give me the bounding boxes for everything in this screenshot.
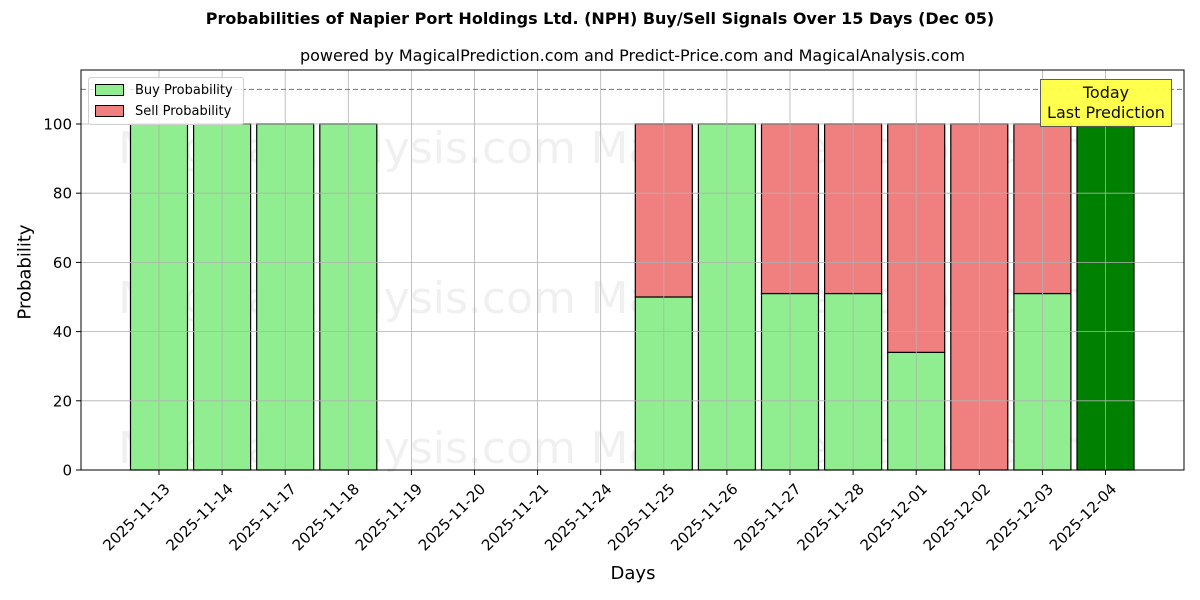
sell-swatch-icon	[95, 105, 124, 117]
x-axis-label: Days	[610, 563, 656, 584]
x-tick-label: 2025-11-13	[99, 480, 173, 554]
legend-item-sell: Sell Probability	[95, 103, 231, 119]
today-annotation: Today Last Prediction	[1040, 79, 1172, 127]
annotation-line-2: Last Prediction	[1047, 103, 1165, 122]
x-tick-label: 2025-11-24	[541, 480, 615, 554]
x-tick-label: 2025-12-01	[857, 480, 931, 554]
legend: Buy Probability Sell Probability	[88, 77, 244, 125]
plot-frame	[80, 69, 1185, 471]
x-tick-label: 2025-12-03	[983, 480, 1057, 554]
legend-item-buy: Buy Probability	[95, 82, 233, 98]
y-tick-label: 80	[53, 185, 72, 203]
annotation-line-1: Today	[1082, 83, 1130, 102]
y-tick-label: 20	[53, 392, 72, 410]
y-tick-label: 60	[53, 254, 72, 272]
x-tick-label: 2025-11-17	[226, 480, 300, 554]
y-tick-label: 40	[53, 323, 72, 341]
x-tick-label: 2025-12-04	[1046, 480, 1120, 554]
x-tick-label: 2025-12-02	[920, 480, 994, 554]
x-tick-label: 2025-11-19	[352, 480, 426, 554]
x-tick-label: 2025-11-20	[415, 480, 489, 554]
x-tick-label: 2025-11-25	[604, 480, 678, 554]
x-tick-label: 2025-11-21	[478, 480, 552, 554]
legend-sell-label: Sell Probability	[135, 103, 232, 119]
x-tick-label: 2025-11-14	[162, 480, 236, 554]
x-tick-label: 2025-11-28	[793, 480, 867, 554]
x-tick-label: 2025-11-27	[730, 480, 804, 554]
chart-subtitle: powered by MagicalPrediction.com and Pre…	[299, 46, 966, 65]
x-tick-label: 2025-11-18	[289, 480, 363, 554]
buy-swatch-icon	[95, 84, 124, 96]
y-axis-label: Probability	[14, 224, 36, 320]
x-tick-label: 2025-11-26	[667, 480, 741, 554]
y-tick-label: 0	[62, 462, 72, 480]
chart-title: Probabilities of Napier Port Holdings Lt…	[205, 9, 995, 28]
y-tick-label: 100	[43, 115, 72, 133]
legend-buy-label: Buy Probability	[135, 82, 233, 98]
